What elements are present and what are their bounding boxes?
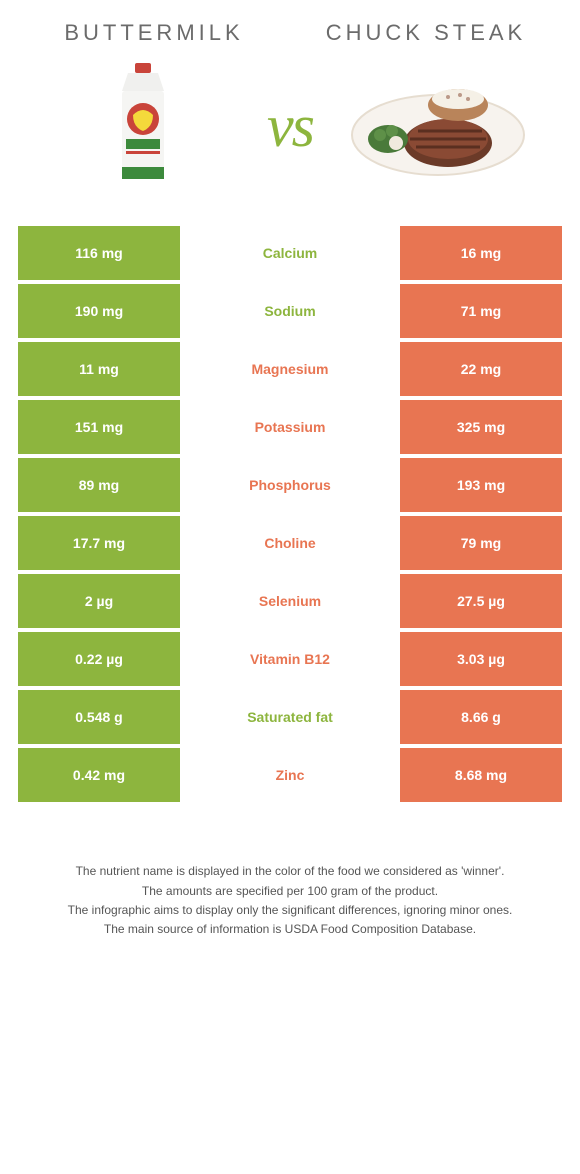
- nutrient-name: Magnesium: [180, 342, 400, 396]
- right-value: 22 mg: [400, 342, 562, 396]
- right-title: CHUCK STEAK: [290, 20, 562, 46]
- right-value: 193 mg: [400, 458, 562, 512]
- nutrient-row: 11 mgMagnesium22 mg: [18, 342, 562, 396]
- infographic-container: BUTTERMILK CHUCK STEAK vs: [0, 0, 580, 959]
- right-value: 27.5 µg: [400, 574, 562, 628]
- nutrient-name: Potassium: [180, 400, 400, 454]
- nutrient-name: Zinc: [180, 748, 400, 802]
- nutrient-name: Selenium: [180, 574, 400, 628]
- nutrient-row: 17.7 mgCholine79 mg: [18, 516, 562, 570]
- nutrient-row: 116 mgCalcium16 mg: [18, 226, 562, 280]
- right-value: 3.03 µg: [400, 632, 562, 686]
- nutrient-row: 2 µgSelenium27.5 µg: [18, 574, 562, 628]
- nutrient-name: Choline: [180, 516, 400, 570]
- footer-notes: The nutrient name is displayed in the co…: [18, 862, 562, 939]
- right-image-slot: [313, 56, 562, 196]
- nutrient-row: 151 mgPotassium325 mg: [18, 400, 562, 454]
- footer-line: The amounts are specified per 100 gram o…: [38, 882, 542, 901]
- left-value: 2 µg: [18, 574, 180, 628]
- left-value: 116 mg: [18, 226, 180, 280]
- left-value: 11 mg: [18, 342, 180, 396]
- chuck-steak-icon: [348, 71, 528, 181]
- nutrient-row: 89 mgPhosphorus193 mg: [18, 458, 562, 512]
- footer-line: The main source of information is USDA F…: [38, 920, 542, 939]
- left-value: 0.42 mg: [18, 748, 180, 802]
- right-value: 8.66 g: [400, 690, 562, 744]
- nutrient-row: 0.22 µgVitamin B123.03 µg: [18, 632, 562, 686]
- nutrient-row: 0.42 mgZinc8.68 mg: [18, 748, 562, 802]
- nutrient-name: Vitamin B12: [180, 632, 400, 686]
- left-value: 0.548 g: [18, 690, 180, 744]
- nutrient-name: Calcium: [180, 226, 400, 280]
- vs-label: vs: [267, 92, 313, 161]
- right-value: 79 mg: [400, 516, 562, 570]
- left-value: 17.7 mg: [18, 516, 180, 570]
- nutrient-row: 0.548 gSaturated fat8.66 g: [18, 690, 562, 744]
- left-value: 190 mg: [18, 284, 180, 338]
- title-row: BUTTERMILK CHUCK STEAK: [18, 20, 562, 46]
- right-value: 325 mg: [400, 400, 562, 454]
- left-value: 0.22 µg: [18, 632, 180, 686]
- right-value: 71 mg: [400, 284, 562, 338]
- nutrient-table: 116 mgCalcium16 mg190 mgSodium71 mg11 mg…: [18, 226, 562, 802]
- left-value: 89 mg: [18, 458, 180, 512]
- nutrient-name: Phosphorus: [180, 458, 400, 512]
- left-value: 151 mg: [18, 400, 180, 454]
- left-title: BUTTERMILK: [18, 20, 290, 46]
- buttermilk-icon: [108, 61, 178, 191]
- left-image-slot: [18, 56, 267, 196]
- footer-line: The infographic aims to display only the…: [38, 901, 542, 920]
- image-row: vs: [18, 56, 562, 196]
- right-value: 16 mg: [400, 226, 562, 280]
- right-value: 8.68 mg: [400, 748, 562, 802]
- nutrient-name: Saturated fat: [180, 690, 400, 744]
- nutrient-row: 190 mgSodium71 mg: [18, 284, 562, 338]
- nutrient-name: Sodium: [180, 284, 400, 338]
- footer-line: The nutrient name is displayed in the co…: [38, 862, 542, 881]
